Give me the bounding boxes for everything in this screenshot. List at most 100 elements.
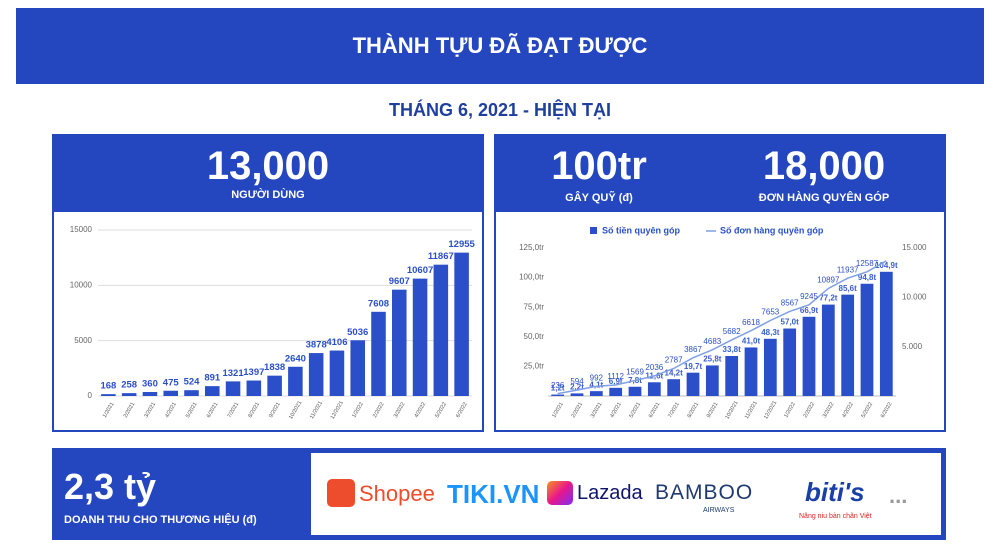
stat-label: ĐƠN HÀNG QUYÊN GÓP xyxy=(758,192,890,204)
data-label: 9245 xyxy=(800,292,818,301)
data-label: 1838 xyxy=(264,362,285,373)
stat-value: 2,3 tỷ xyxy=(64,466,157,507)
y-tick-label: 25,0tr xyxy=(524,362,545,371)
data-label: 57,0t xyxy=(781,318,800,327)
bar xyxy=(205,386,220,396)
stat-label: DOANH THU CHO THƯƠNG HIỆU (đ) xyxy=(64,514,257,526)
data-label: 992 xyxy=(590,373,604,382)
data-label: 891 xyxy=(204,373,221,384)
y2-tick-label: 5.000 xyxy=(902,342,923,351)
data-label: 10897 xyxy=(817,276,840,285)
data-label: 360 xyxy=(142,379,158,390)
brand-panel: 2,3 tỷ DOANH THU CHO THƯƠNG HIỆU (đ) Sho… xyxy=(52,448,946,540)
data-label: 25,8t xyxy=(703,355,722,364)
data-label: 48,3t xyxy=(761,328,780,337)
stat-value: 100tr xyxy=(551,144,647,188)
data-label: 104,9t xyxy=(875,261,898,270)
header-title: THÀNH TỰU ĐÃ ĐẠT ĐƯỢC xyxy=(16,8,984,84)
shopee-icon xyxy=(327,479,355,507)
brand-sub: AIRWAYS xyxy=(703,507,735,514)
brand: biti's xyxy=(805,477,865,507)
line xyxy=(557,260,887,395)
bar xyxy=(802,316,816,396)
data-label: 8567 xyxy=(781,299,799,308)
brand: Lazada xyxy=(577,482,643,504)
legend-label: Số tiền quyên góp xyxy=(602,225,681,235)
data-label: 12955 xyxy=(448,239,475,250)
data-label: 6618 xyxy=(742,318,760,327)
data-label: 94,8t xyxy=(858,273,877,282)
bar xyxy=(821,304,835,396)
bar xyxy=(879,271,893,396)
bar xyxy=(121,393,137,396)
subtitle: THÁNG 6, 2021 - HIỆN TẠI xyxy=(388,100,612,120)
data-label: 1,2t xyxy=(551,384,565,393)
data-label: 6,9t xyxy=(609,377,623,386)
bar xyxy=(647,382,661,396)
y-tick-label: 75,0tr xyxy=(524,302,545,311)
bar xyxy=(763,338,777,396)
bar xyxy=(744,347,758,396)
y2-tick-label: 15.000 xyxy=(902,243,927,252)
bar xyxy=(392,289,407,396)
bar xyxy=(371,311,386,396)
data-label: 7653 xyxy=(761,308,779,317)
brand: Shopee xyxy=(359,481,435,506)
y-tick-label: 0 xyxy=(88,391,93,400)
chart-area xyxy=(496,212,944,430)
data-label: 41,0t xyxy=(742,337,761,346)
more: ... xyxy=(889,483,908,508)
data-label: 11867 xyxy=(428,251,454,262)
data-label: 2640 xyxy=(285,353,306,364)
data-label: 12587 xyxy=(856,259,879,268)
data-label: 14,2t xyxy=(665,368,684,377)
lazada-icon xyxy=(547,481,573,505)
y-tick-label: 100,0tr xyxy=(519,273,544,282)
bar xyxy=(628,386,642,396)
data-label: 2036 xyxy=(645,363,663,372)
legend-swatch xyxy=(590,227,597,234)
bar xyxy=(686,372,700,396)
bar xyxy=(551,394,565,396)
data-label: 5036 xyxy=(347,327,368,338)
bar xyxy=(412,278,428,396)
legend-label: Số đơn hàng quyên góp xyxy=(720,225,824,235)
bar xyxy=(570,393,584,396)
data-label: 5682 xyxy=(723,327,741,336)
data-label: 168 xyxy=(100,381,116,392)
y-tick-label: 15000 xyxy=(70,225,93,234)
data-label: 1321 xyxy=(222,368,244,379)
data-label: 236 xyxy=(551,381,565,390)
data-label: 524 xyxy=(184,377,201,388)
bar xyxy=(860,283,874,396)
data-label: 10607 xyxy=(407,265,433,276)
bar xyxy=(705,365,719,396)
bar xyxy=(267,375,282,396)
bar xyxy=(725,355,739,396)
data-label: 85,6t xyxy=(839,284,858,293)
data-label: 9607 xyxy=(389,276,410,287)
brand-sub: Nâng niu bàn chân Việt xyxy=(799,513,872,520)
stat-value: 13,000 xyxy=(206,144,330,188)
y2-tick-label: 10.000 xyxy=(902,292,927,301)
data-label: 258 xyxy=(121,380,137,391)
data-label: 594 xyxy=(570,377,584,386)
y-tick-label: 125,0tr xyxy=(519,243,544,252)
bar xyxy=(667,379,681,396)
data-label: 2,2t xyxy=(570,383,584,392)
data-label: 475 xyxy=(163,377,180,388)
bar xyxy=(225,381,241,396)
y-tick-label: 5000 xyxy=(74,336,92,345)
bar xyxy=(329,350,345,396)
bar xyxy=(288,366,303,396)
stat-label: NGƯỜI DÙNG xyxy=(231,189,305,201)
stat-label: GÂY QUỸ (đ) xyxy=(565,192,633,204)
bar xyxy=(454,252,469,396)
bar xyxy=(589,391,603,396)
data-label: 77,2t xyxy=(819,294,838,303)
data-label: 19,7t xyxy=(684,362,703,371)
bar xyxy=(308,353,324,396)
data-label: 11937 xyxy=(837,265,859,274)
